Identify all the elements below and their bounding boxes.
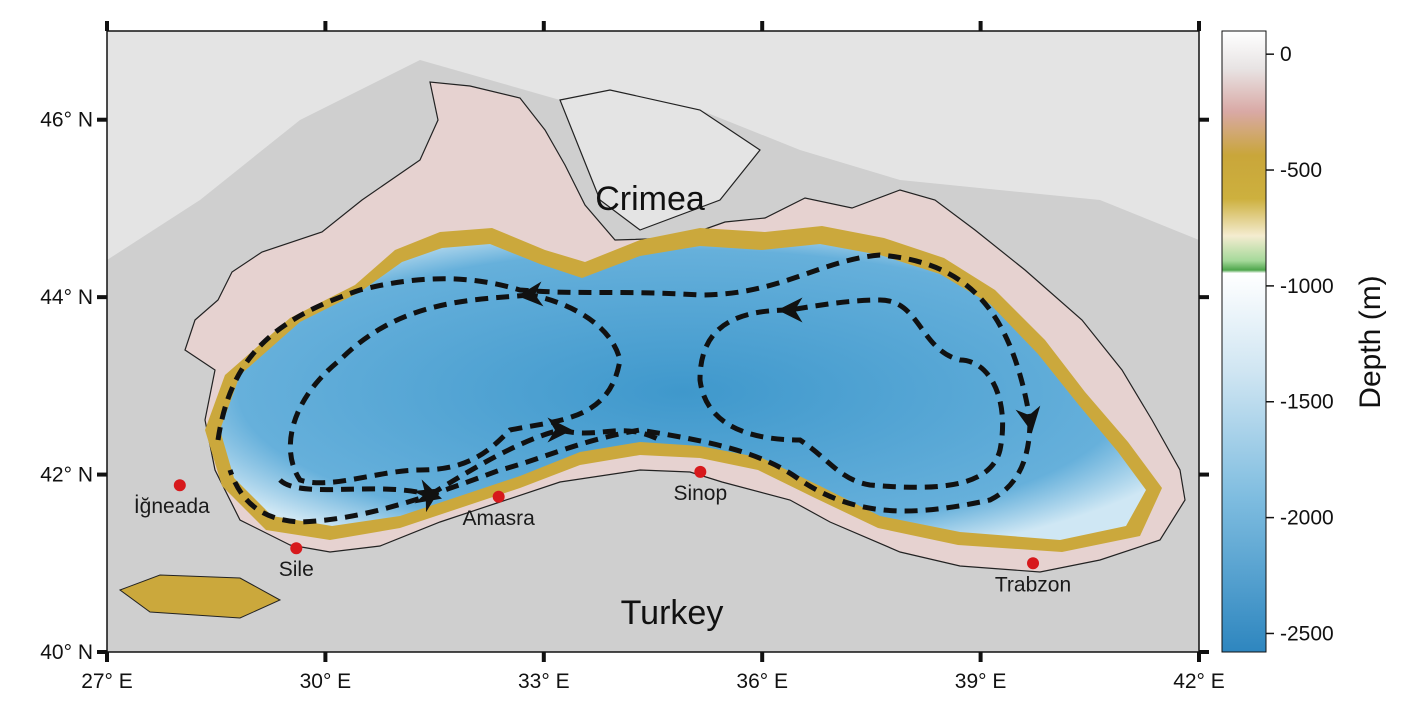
city-marker [1027,557,1040,570]
map-frame [106,30,1200,653]
y-tick-label: 42° N [40,464,93,487]
map-body: Crimea Turkey [107,31,1199,652]
eastern-gyre [697,297,1006,490]
colorbar-label: Depth (m) [1354,275,1387,408]
x-tick-label: 39° E [955,670,1007,693]
y-tick-label: 46° N [40,109,93,132]
colorbar [1221,30,1267,653]
city-label: İğneada [134,495,210,518]
south-current [278,430,662,495]
colorbar-tick-label: -2000 [1280,507,1334,530]
city-label: Amasra [462,507,535,530]
rim-current [215,252,1041,441]
marmara-sea [118,574,282,619]
colorbar-tick-label: -1000 [1280,275,1334,298]
city-marker [694,465,707,478]
y-tick-label: 44° N [40,286,93,309]
crimea-land [559,89,761,231]
city-marker [290,542,303,555]
region-label: Crimea [595,180,705,218]
colorbar-tick-label: -1500 [1280,391,1334,414]
x-tick-label: 30° E [300,670,352,693]
gyres [215,252,1041,525]
x-tick-label: 36° E [736,670,788,693]
city-label: Sile [279,558,314,581]
rim-current-south [227,419,1033,525]
city-marker [492,490,505,503]
city-label: Sinop [673,482,727,505]
x-tick-label: 42° E [1173,670,1225,693]
y-tick-label: 40° N [40,641,93,664]
city-label: Trabzon [995,573,1071,596]
x-tick-label: 27° E [81,670,133,693]
colorbar-tick-label: -2500 [1280,622,1334,645]
colorbar-tick-label: 0 [1280,43,1292,66]
northern-land [107,31,1199,260]
x-tick-label: 33° E [518,670,570,693]
city-marker [173,479,186,492]
region-label: Turkey [621,594,724,632]
colorbar-tick-label: -500 [1280,159,1322,182]
